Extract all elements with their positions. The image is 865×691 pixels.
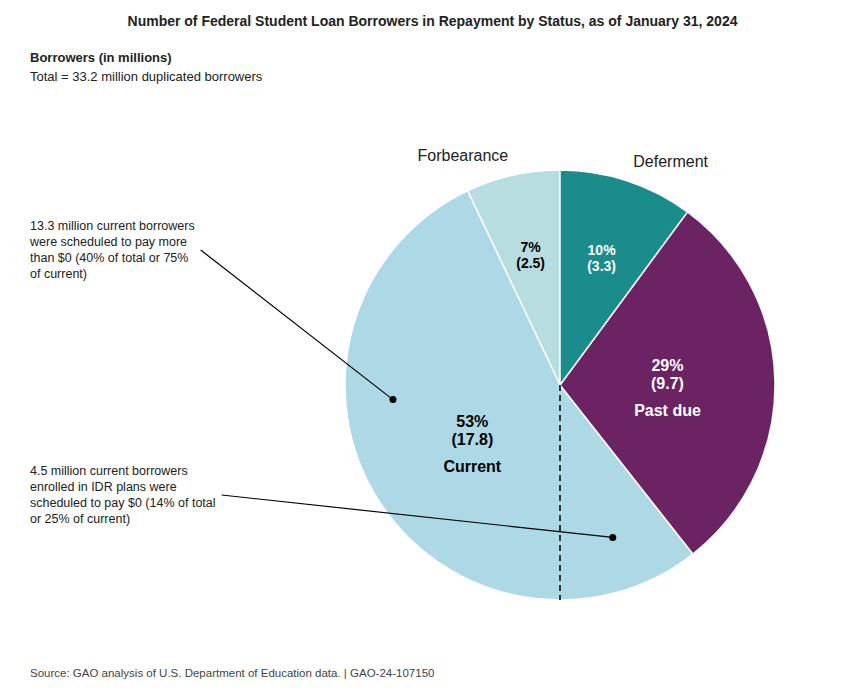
source: Source: GAO analysis of U.S. Department …: [30, 667, 434, 679]
category-label: Forbearance: [418, 147, 509, 164]
subtitle: Borrowers (in millions): [30, 50, 172, 65]
labels: 7%(2.5) Forbearance 53%(17.8) Current 29%(9.…: [418, 147, 709, 475]
pie-slice: [560, 170, 687, 385]
annotation-dot: [609, 534, 616, 541]
data-label: 10%(3.3): [587, 242, 616, 274]
subtitle: Total = 33.2 million duplicated borrower…: [30, 69, 263, 84]
annotation-line: [222, 495, 613, 537]
data-label: 7%(2.5): [516, 239, 545, 271]
annotation-dot: [389, 396, 396, 403]
category-label: Current: [443, 458, 501, 475]
chart: Number of Federal Student Loan Borrowers…: [0, 0, 865, 691]
title: Number of Federal Student Loan Borrowers…: [128, 13, 738, 29]
annotations: 13.3 million current borrowerswere sched…: [29, 219, 616, 541]
annotation-line: [201, 250, 393, 400]
pie-slice: [560, 212, 775, 554]
data-label: 29%(9.7): [651, 357, 684, 392]
pie: [345, 170, 775, 600]
annotation: 13.3 million current borrowerswere sched…: [29, 219, 195, 281]
category-label: Past due: [634, 402, 701, 419]
data-label: 53%(17.8): [451, 413, 493, 448]
category-label: Deferment: [633, 153, 708, 170]
annotation: 4.5 million current borrowersenrolled in…: [30, 464, 216, 526]
divider-line: [559, 385, 561, 600]
